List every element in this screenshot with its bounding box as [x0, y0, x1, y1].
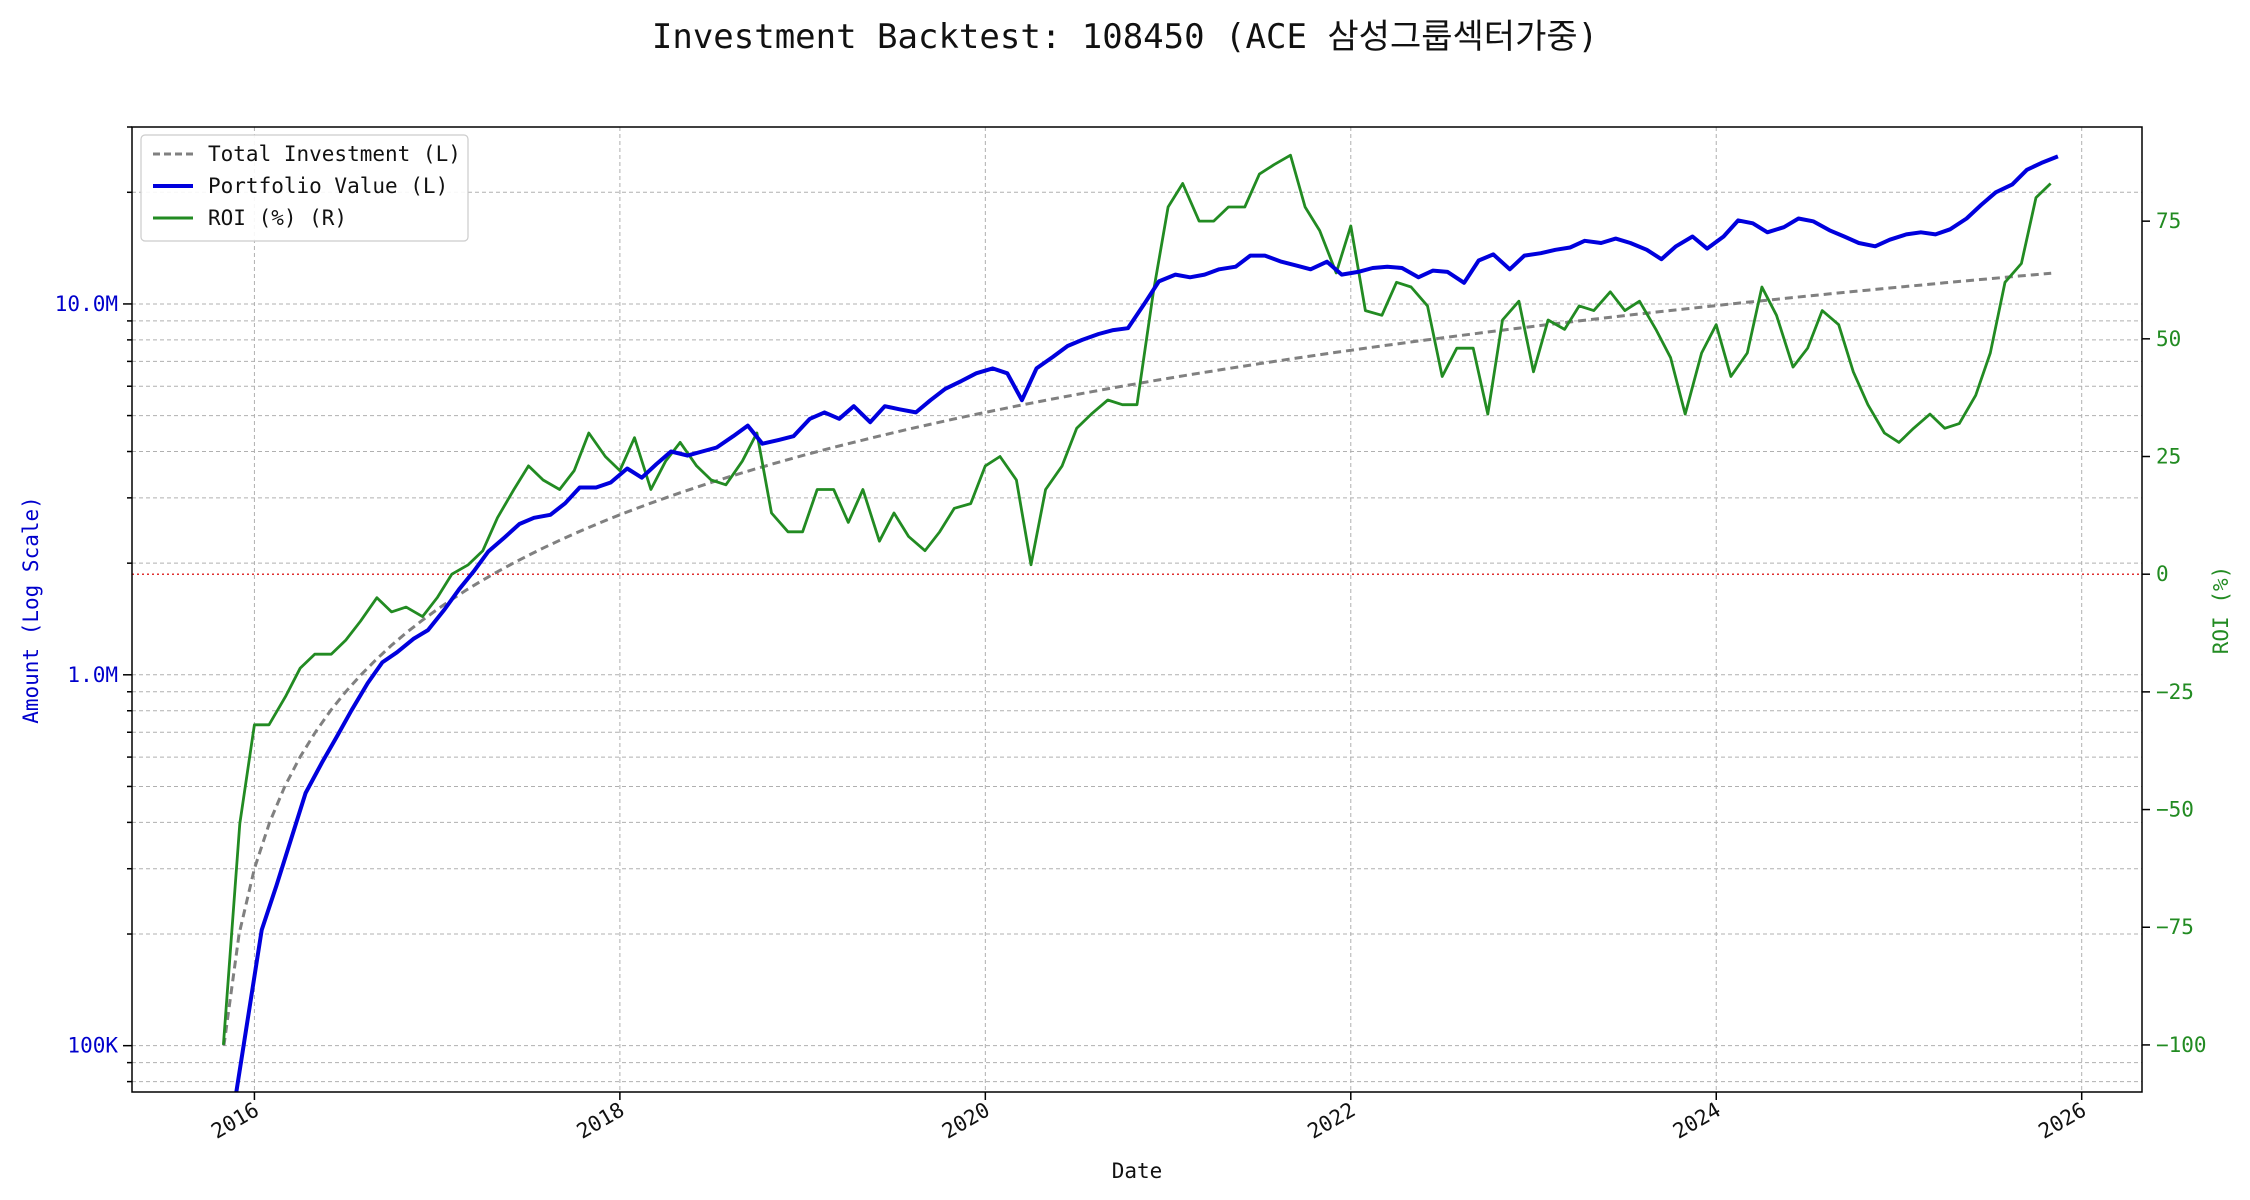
- left-axis: 100K 1.0M 10.0M: [55, 126, 132, 1083]
- x-tick-label: 2016: [207, 1098, 263, 1144]
- right-tick-label: −100: [2156, 1033, 2207, 1057]
- left-axis-title: Amount (Log Scale): [19, 496, 43, 724]
- legend-label-total-investment: Total Investment (L): [208, 142, 461, 166]
- left-tick-label: 10.0M: [55, 292, 118, 316]
- x-tick-label: 2024: [1669, 1098, 1725, 1144]
- right-tick-label: −75: [2156, 915, 2194, 939]
- grid-layer: [132, 126, 2142, 1092]
- legend-label-portfolio-value: Portfolio Value (L): [208, 174, 448, 198]
- right-tick-label: 75: [2156, 209, 2181, 233]
- right-axis-title: ROI (%): [2209, 566, 2233, 655]
- left-tick-label: 1.0M: [67, 663, 118, 687]
- series-layer: [222, 153, 2059, 1092]
- series-line-portfolio-value: [234, 154, 2059, 1092]
- right-tick-label: −50: [2156, 798, 2194, 822]
- right-tick-label: −25: [2156, 680, 2194, 704]
- x-tick-label: 2026: [2034, 1098, 2090, 1144]
- legend-label-roi: ROI (%) (R): [208, 206, 347, 230]
- right-tick-label: 0: [2156, 562, 2169, 586]
- legend-box: [140, 134, 469, 242]
- x-tick-label: 2018: [573, 1098, 629, 1144]
- x-axis: 2016 2018 2020 2022 2024 2026: [207, 1092, 2090, 1144]
- series-line-roi: [222, 153, 2052, 1046]
- chart-title: Investment Backtest: 108450 (ACE 삼성그룹섹터가…: [652, 17, 1598, 57]
- x-tick-label: 2020: [938, 1098, 994, 1144]
- right-tick-label: 25: [2156, 445, 2181, 469]
- x-tick-label: 2022: [1303, 1098, 1359, 1144]
- left-tick-label: 100K: [67, 1034, 118, 1058]
- legend: Total Investment (L) Portfolio Value (L)…: [140, 134, 469, 242]
- right-tick-label: 50: [2156, 327, 2181, 351]
- series-line-total-investment: [222, 271, 2052, 1046]
- plot-frame: [131, 126, 2143, 1093]
- x-axis-title: Date: [1112, 1159, 1163, 1183]
- right-axis: −100 −75 −50 −25 0 25 50 75: [2142, 209, 2207, 1057]
